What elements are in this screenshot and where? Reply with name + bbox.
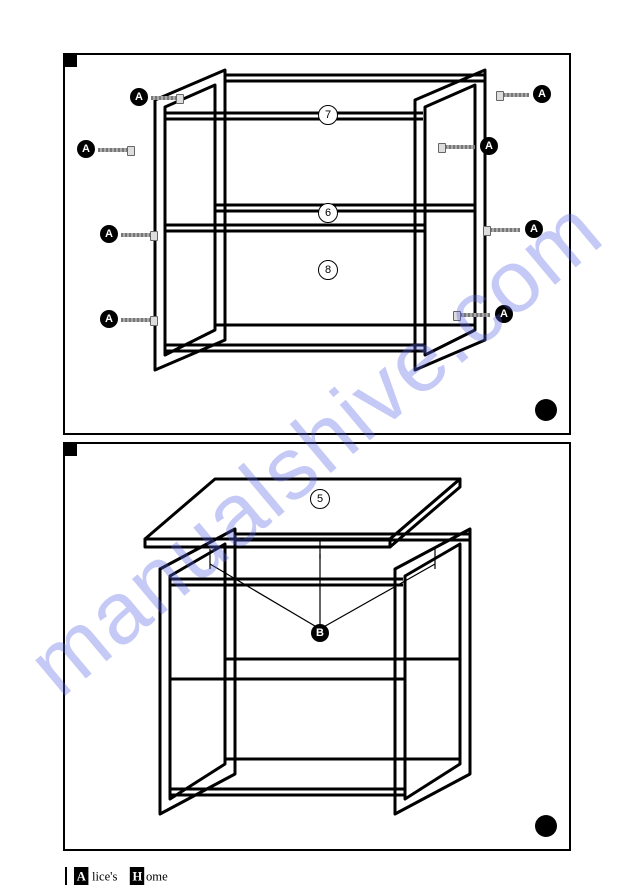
- footer-divider: [65, 867, 67, 885]
- screw-icon: [121, 318, 151, 322]
- hardware-label: B: [316, 627, 324, 639]
- screw-icon: [98, 148, 128, 152]
- screw-icon: [460, 313, 490, 317]
- hardware-label: A: [135, 91, 143, 103]
- svg-text:H: H: [133, 870, 143, 884]
- assembly-step-panel-top: 7 6 8 A A A A A A A A: [63, 53, 571, 435]
- screw-icon: [490, 228, 520, 232]
- brand-logo: A lice's H ome: [73, 867, 183, 885]
- hardware-label: A: [105, 228, 113, 240]
- hardware-badge-a: A: [533, 85, 551, 103]
- page-dot: [535, 399, 557, 421]
- svg-text:lice's: lice's: [92, 870, 117, 884]
- hardware-badge-a: A: [77, 140, 95, 158]
- part-number-7: 7: [318, 105, 338, 125]
- hardware-label: A: [485, 140, 493, 152]
- hardware-badge-a: A: [525, 220, 543, 238]
- screw-icon: [151, 96, 177, 100]
- assembly-step-panel-bottom: 5 B: [63, 442, 571, 851]
- hardware-badge-b: B: [311, 624, 329, 642]
- svg-text:A: A: [77, 870, 86, 884]
- hardware-label: A: [500, 308, 508, 320]
- part-number-5: 5: [310, 489, 330, 509]
- part-number-6: 6: [318, 203, 338, 223]
- hardware-label: A: [82, 143, 90, 155]
- hardware-label: A: [105, 313, 113, 325]
- part-number-label: 6: [325, 207, 331, 219]
- page-dot: [535, 815, 557, 837]
- svg-text:ome: ome: [146, 870, 168, 884]
- screw-icon: [445, 145, 475, 149]
- hardware-badge-a: A: [480, 137, 498, 155]
- hardware-badge-a: A: [130, 88, 148, 106]
- part-number-label: 8: [325, 264, 331, 276]
- part-number-8: 8: [318, 260, 338, 280]
- part-number-label: 5: [317, 493, 323, 505]
- hardware-label: A: [530, 223, 538, 235]
- screw-icon: [503, 93, 529, 97]
- hardware-label: A: [538, 88, 546, 100]
- screw-icon: [121, 233, 151, 237]
- hardware-badge-a: A: [100, 310, 118, 328]
- hardware-badge-a: A: [100, 225, 118, 243]
- hardware-badge-a: A: [495, 305, 513, 323]
- part-number-label: 7: [325, 109, 331, 121]
- frame-diagram-top: [65, 55, 569, 433]
